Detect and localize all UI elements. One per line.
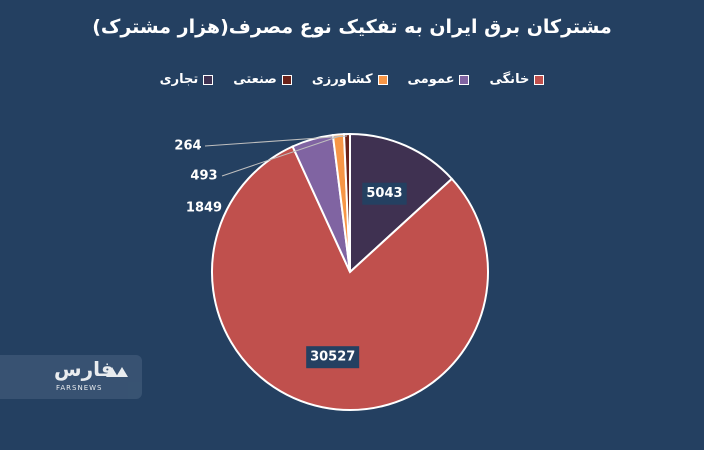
legend-swatch-commercial (203, 74, 214, 85)
legend-item-residential: خانگی (489, 72, 545, 87)
leader-line-industrial (204, 135, 348, 147)
legend-swatch-industrial (281, 74, 292, 85)
legend-label-residential: خانگی (489, 72, 530, 87)
data-label-industrial: 264 (174, 139, 201, 154)
farsnews-mark-icon (106, 367, 128, 377)
data-label-public: 1849 (186, 201, 222, 216)
data-label-commercial: 5043 (362, 182, 407, 205)
svg-text:5043: 5043 (366, 186, 402, 201)
svg-text:493: 493 (190, 169, 217, 184)
pie-slice-industrial (342, 132, 351, 273)
svg-text:30527: 30527 (310, 350, 355, 365)
legend-label-industrial: صنعتی (233, 72, 277, 87)
legend-swatch-public (459, 74, 470, 85)
data-label-agricultural: 493 (190, 169, 217, 184)
legend-item-public: عمومی (408, 72, 470, 87)
svg-text:1849: 1849 (186, 201, 222, 216)
leader-line-agricultural (221, 136, 339, 177)
legend-label-public: عمومی (407, 72, 455, 87)
legend-item-agricultural: کشاورزی (312, 72, 388, 87)
svg-text:264: 264 (174, 139, 201, 154)
legend-swatch-agricultural (377, 74, 388, 85)
chart-legend: خانگی عمومی کشاورزی صنعتی تجاری (0, 72, 704, 87)
legend-item-industrial: صنعتی (233, 72, 292, 87)
legend-item-commercial: تجاری (160, 72, 214, 87)
logo-subtext: FARSNEWS (56, 384, 103, 392)
data-label-residential: 30527 (306, 346, 360, 369)
chart-title: مشترکان برق ایران به تفکیک نوع مصرف(هزار… (92, 16, 612, 38)
legend-label-agricultural: کشاورزی (311, 72, 373, 87)
farsnews-logo: فارس FARSNEWS (0, 355, 142, 399)
logo-text: فارس (54, 357, 114, 381)
pie-slice-residential (211, 145, 489, 411)
legend-label-commercial: تجاری (159, 72, 199, 87)
legend-swatch-residential (534, 74, 545, 85)
